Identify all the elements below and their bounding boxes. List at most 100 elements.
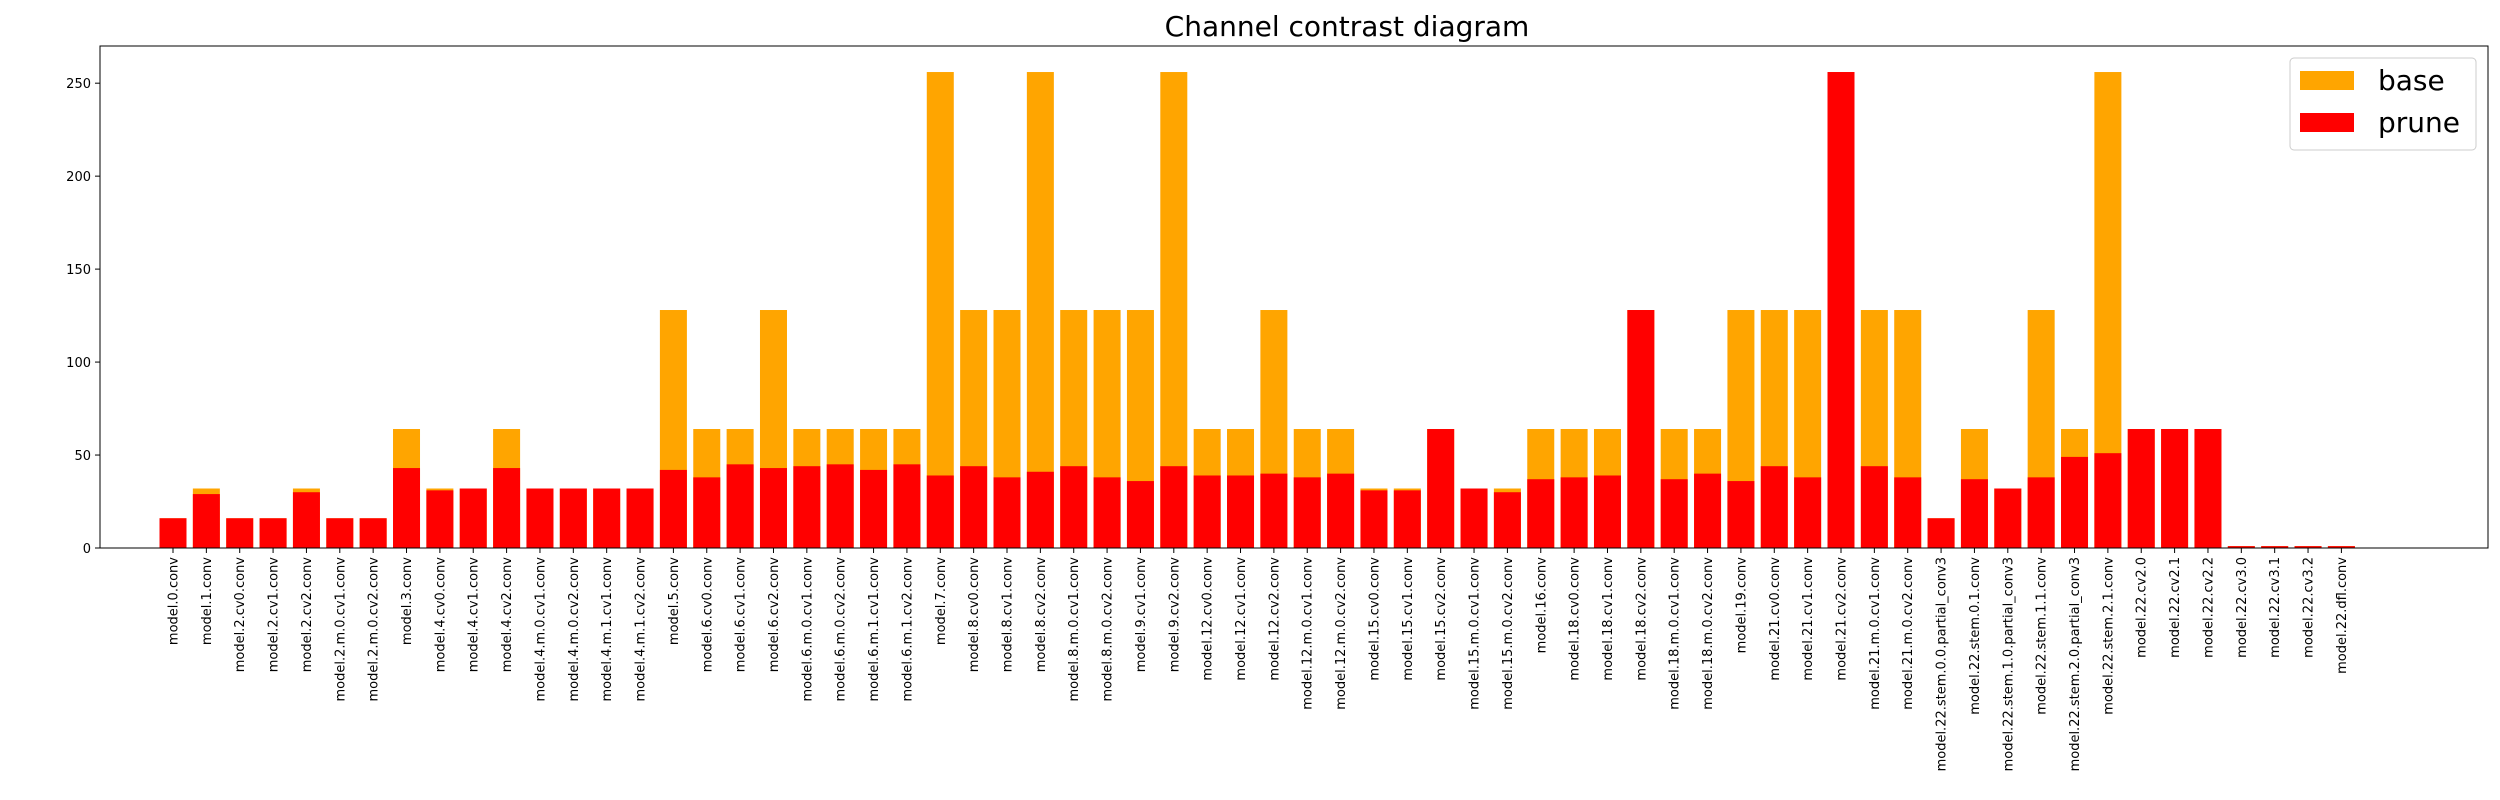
x-tick-label: model.22.stem.2.0.partial_conv3 [2068,557,2083,771]
bar-base-26 [1026,72,1054,548]
x-tick-label: model.4.cv1.conv [467,557,482,673]
x-tick-label: model.15.m.0.cv2.conv [1501,557,1516,710]
bar-prune-20 [826,464,854,548]
legend: base prune [2289,57,2477,151]
x-tick-label: model.6.cv2.conv [767,557,782,673]
y-tick-label: 150 [66,263,91,278]
legend-label-base: base [2378,64,2445,97]
x-tick-label: model.4.cv2.conv [500,557,515,673]
x-tick-label: model.22.cv3.0 [2235,557,2250,658]
x-tick-label: model.22.dfl.conv [2335,557,2350,674]
bar-prune-1 [192,494,220,548]
bar-prune-63 [2261,546,2289,548]
x-tick-label: model.21.m.0.cv1.conv [1868,557,1883,710]
chart-title: Channel contrast diagram [1165,10,1530,43]
x-tick-label: model.8.cv0.conv [967,557,982,673]
bar-prune-49 [1794,477,1822,548]
x-tick-label: model.22.cv3.2 [2302,557,2317,658]
x-tick-label: model.2.cv0.conv [233,557,248,673]
bar-prune-46 [1694,473,1722,548]
x-tick-label: model.6.m.0.cv1.conv [800,557,815,702]
bar-prune-8 [426,490,454,548]
x-tick-label: model.4.m.1.cv1.conv [600,557,615,702]
bar-prune-9 [459,488,487,548]
x-tick-label: model.2.cv2.conv [300,557,315,673]
legend-swatch-prune [2300,113,2354,132]
x-tick-label: model.6.m.0.cv2.conv [834,557,849,702]
bar-prune-39 [1460,488,1488,548]
bar-prune-4 [292,492,320,548]
x-tick-label: model.22.cv2.2 [2201,557,2216,658]
bar-prune-11 [526,488,554,548]
x-tick-label: model.15.cv1.conv [1401,557,1416,681]
x-tick-label: model.2.cv1.conv [267,557,282,673]
bar-prune-7 [393,468,421,548]
x-tick-label: model.8.cv1.conv [1001,557,1016,673]
bar-prune-24 [960,466,988,548]
x-tick-label: model.8.m.0.cv1.conv [1067,557,1082,702]
bar-prune-33 [1260,473,1288,548]
x-tick-label: model.22.stem.0.1.conv [1968,557,1983,715]
x-tick-label: model.6.m.1.cv2.conv [900,557,915,702]
x-tick-label: model.18.cv0.conv [1568,557,1583,681]
bar-prune-65 [2327,546,2355,548]
bar-prune-43 [1593,475,1621,548]
x-tick-label: model.4.m.0.cv1.conv [533,557,548,702]
y-axis: 0 50 100 150 200 250 [66,77,100,557]
x-tick-label: model.15.cv0.conv [1367,557,1382,681]
bar-prune-29 [1126,481,1154,548]
x-tick-label: model.22.cv2.1 [2168,557,2183,658]
bar-prune-62 [2227,546,2255,548]
x-tick-label: model.12.m.0.cv1.conv [1301,557,1316,710]
bar-prune-59 [2127,429,2155,548]
bar-prune-56 [2027,477,2055,548]
x-tick-label: model.2.m.0.cv1.conv [333,557,348,702]
bar-prune-38 [1427,429,1455,548]
x-tick-label: model.6.m.1.cv1.conv [867,557,882,702]
bar-prune-6 [359,518,387,548]
x-axis: model.0.conv model.1.conv model.2.cv0.conv… [167,548,2350,771]
plot-frame [99,45,2489,549]
bar-prune-50 [1827,72,1855,548]
bar-prune-22 [893,464,921,548]
x-tick-label: model.9.cv1.conv [1134,557,1149,673]
x-tick-label: model.3.conv [400,557,415,645]
bar-prune-55 [1994,488,2022,548]
legend-swatch-base [2300,71,2354,90]
x-tick-label: model.15.cv2.conv [1434,557,1449,681]
x-tick-label: model.19.conv [1734,557,1749,654]
x-tick-label: model.22.cv3.1 [2268,557,2283,658]
bar-prune-54 [1960,479,1988,548]
bar-prune-5 [326,518,354,548]
y-tick-label: 0 [83,542,91,557]
bar-prune-25 [993,477,1021,548]
bar-prune-41 [1527,479,1555,548]
bars-layer [159,72,2355,548]
bar-prune-31 [1193,475,1221,548]
bar-prune-57 [2061,456,2089,548]
x-tick-label: model.7.conv [934,557,949,645]
x-tick-label: model.18.cv1.conv [1601,557,1616,681]
bar-prune-40 [1493,492,1521,548]
bar-prune-10 [493,468,521,548]
bar-prune-19 [793,466,821,548]
bar-prune-42 [1560,477,1588,548]
x-tick-label: model.22.stem.2.1.conv [2101,557,2116,715]
bar-prune-30 [1160,466,1188,548]
bar-prune-12 [559,488,587,548]
y-tick-label: 250 [66,77,91,92]
x-tick-label: model.8.cv2.conv [1034,557,1049,673]
x-tick-label: model.8.m.0.cv2.conv [1101,557,1116,702]
bar-base-23 [926,72,954,548]
x-tick-label: model.21.m.0.cv2.conv [1901,557,1916,710]
bar-prune-51 [1860,466,1888,548]
y-tick-label: 100 [66,356,91,371]
x-tick-label: model.4.m.0.cv2.conv [567,557,582,702]
x-tick-label: model.0.conv [167,557,182,645]
bar-prune-34 [1293,477,1321,548]
bar-prune-45 [1660,479,1688,548]
x-tick-label: model.12.cv0.conv [1201,557,1216,681]
bar-prune-48 [1760,466,1788,548]
bar-prune-35 [1327,473,1355,548]
